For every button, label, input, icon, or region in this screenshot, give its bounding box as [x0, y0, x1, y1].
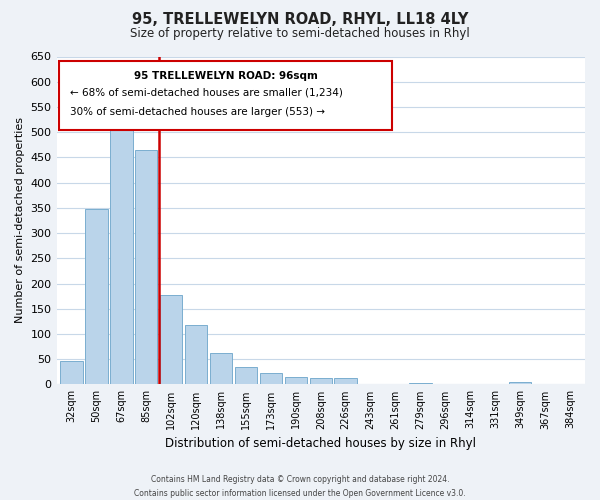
- Text: Contains HM Land Registry data © Crown copyright and database right 2024.
Contai: Contains HM Land Registry data © Crown c…: [134, 476, 466, 498]
- Text: Size of property relative to semi-detached houses in Rhyl: Size of property relative to semi-detach…: [130, 28, 470, 40]
- Bar: [185, 325, 208, 384]
- Bar: [135, 150, 157, 384]
- Bar: [85, 209, 107, 384]
- Bar: [60, 361, 83, 384]
- Y-axis label: Number of semi-detached properties: Number of semi-detached properties: [15, 118, 25, 324]
- Bar: [310, 378, 332, 384]
- Text: ← 68% of semi-detached houses are smaller (1,234): ← 68% of semi-detached houses are smalle…: [70, 88, 343, 98]
- Bar: [409, 383, 431, 384]
- FancyBboxPatch shape: [59, 62, 392, 130]
- Bar: [210, 353, 232, 384]
- Bar: [235, 367, 257, 384]
- Bar: [284, 377, 307, 384]
- X-axis label: Distribution of semi-detached houses by size in Rhyl: Distribution of semi-detached houses by …: [165, 437, 476, 450]
- Text: 95, TRELLEWELYN ROAD, RHYL, LL18 4LY: 95, TRELLEWELYN ROAD, RHYL, LL18 4LY: [132, 12, 468, 28]
- Bar: [110, 114, 133, 384]
- Bar: [260, 374, 282, 384]
- Text: 95 TRELLEWELYN ROAD: 96sqm: 95 TRELLEWELYN ROAD: 96sqm: [134, 72, 317, 82]
- Bar: [160, 294, 182, 384]
- Bar: [509, 382, 532, 384]
- Text: 30% of semi-detached houses are larger (553) →: 30% of semi-detached houses are larger (…: [70, 108, 325, 118]
- Bar: [334, 378, 357, 384]
